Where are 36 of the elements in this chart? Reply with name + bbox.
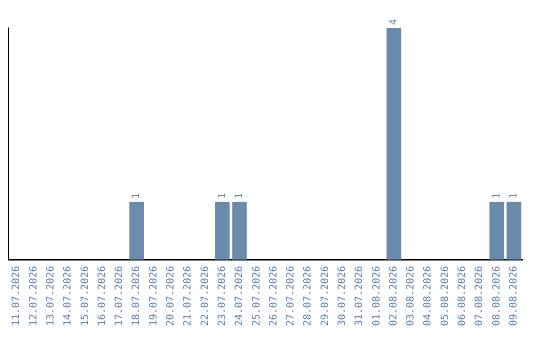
x-tick-label: 04.08.2026 <box>422 266 434 326</box>
x-tick-label: 03.08.2026 <box>406 266 417 326</box>
x-tick-label: 12.07.2026 <box>28 266 40 326</box>
data-label: 1 <box>234 192 246 199</box>
x-tick-label: 14.07.2026 <box>62 266 74 326</box>
x-tick-label: 08.08.2026 <box>491 266 502 326</box>
x-tick-label: 31.07.2026 <box>354 266 366 326</box>
x-tick-label: 05.08.2026 <box>440 266 451 326</box>
x-tick-label: 24.07.2026 <box>234 266 246 326</box>
x-tick-label: 01.08.2026 <box>371 266 382 326</box>
x-tick-label: 02.08.2026 <box>388 266 400 326</box>
x-tick-label: 22.07.2026 <box>200 266 211 326</box>
x-tick-label: 18.07.2026 <box>131 266 142 326</box>
x-tick-label: 17.07.2026 <box>114 266 126 326</box>
x-tick-label: 15.07.2026 <box>80 266 91 326</box>
x-tick-label: 25.07.2026 <box>251 266 262 326</box>
data-label: 1 <box>216 192 228 199</box>
x-tick-label: 06.08.2026 <box>457 266 468 326</box>
x-tick-label: 27.07.2026 <box>286 266 297 326</box>
x-tick-label: 23.07.2026 <box>216 266 228 326</box>
x-tick-label: 19.07.2026 <box>148 266 160 326</box>
data-label: 4 <box>388 18 400 25</box>
x-tick-label: 21.07.2026 <box>182 266 194 326</box>
data-label: 1 <box>491 192 502 199</box>
x-tick-label: 28.07.2026 <box>302 266 314 326</box>
x-tick-label: 07.08.2026 <box>474 266 486 326</box>
x-tick-label: 16.07.2026 <box>96 266 108 326</box>
x-tick-label: 11.07.2026 <box>11 266 22 326</box>
x-tick-label: 20.07.2026 <box>166 266 177 326</box>
data-label: 1 <box>131 192 142 199</box>
data-label: 1 <box>508 192 520 199</box>
x-tick-label: 29.07.2026 <box>320 266 331 326</box>
x-tick-label: 30.07.2026 <box>337 266 348 326</box>
x-tick-label: 09.08.2026 <box>508 266 520 326</box>
x-tick-label: 13.07.2026 <box>45 266 56 326</box>
x-tick-label: 26.07.2026 <box>268 266 280 326</box>
